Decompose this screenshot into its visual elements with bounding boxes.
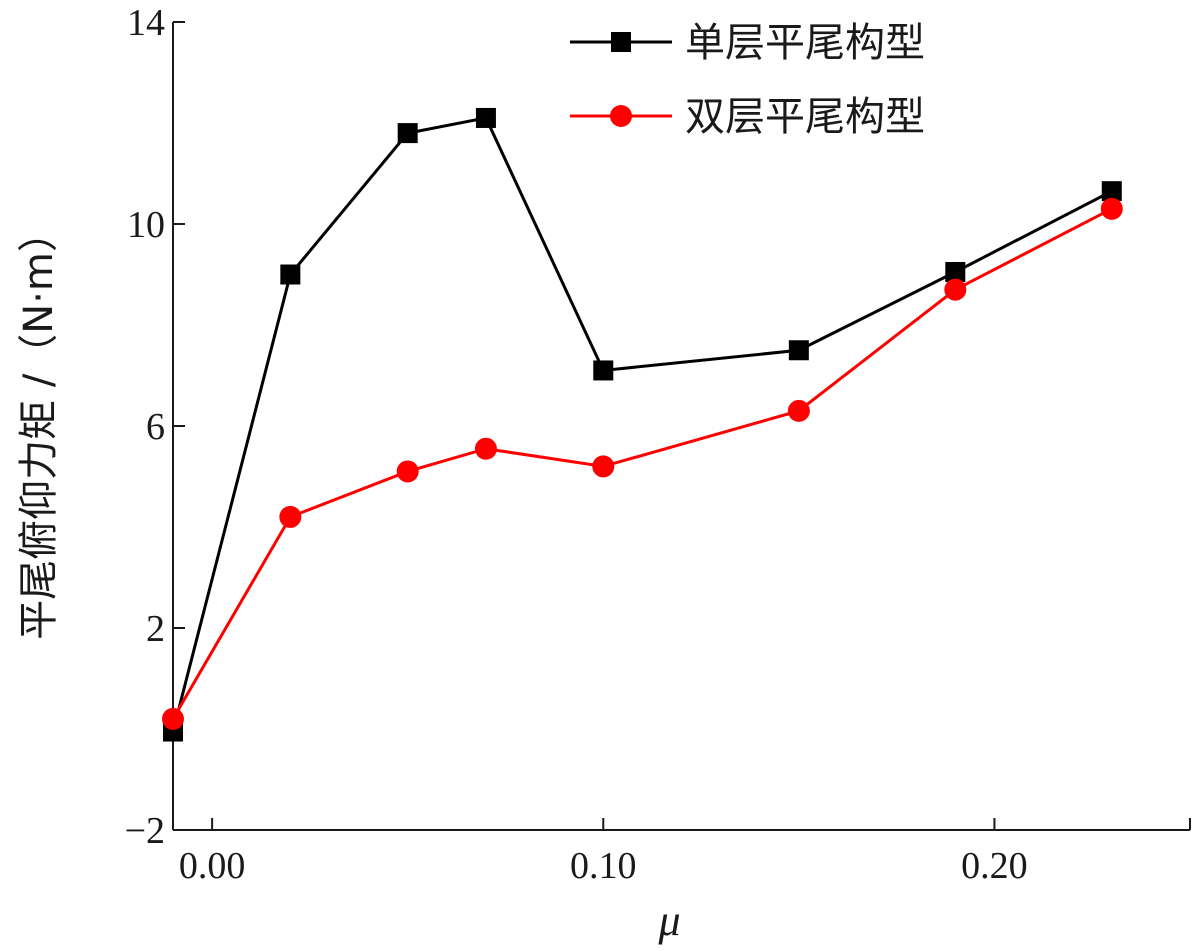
x-tick-label: 0.20 bbox=[961, 845, 1028, 887]
data-point bbox=[397, 123, 418, 144]
legend-item-1: 单层平尾构型 bbox=[570, 20, 925, 66]
legend-marker bbox=[611, 32, 631, 52]
data-point bbox=[475, 107, 496, 128]
data-point bbox=[944, 278, 967, 301]
data-point bbox=[1101, 181, 1122, 202]
series-line bbox=[171, 207, 1113, 720]
legend-item-2: 双层平尾构型 bbox=[570, 94, 925, 140]
data-point bbox=[474, 437, 497, 460]
data-point bbox=[1100, 197, 1123, 220]
axes bbox=[172, 22, 1190, 831]
data-point bbox=[945, 261, 966, 282]
data-point bbox=[396, 460, 419, 483]
y-tick-label: 6 bbox=[146, 406, 165, 448]
legend-marker bbox=[610, 105, 632, 127]
data-point bbox=[787, 399, 810, 422]
data-point bbox=[593, 360, 614, 381]
series-line bbox=[171, 116, 1113, 732]
y-tick-label: 2 bbox=[146, 608, 165, 650]
x-tick-label: 0.00 bbox=[179, 845, 246, 887]
data-point bbox=[280, 264, 301, 285]
data-point bbox=[162, 707, 184, 730]
tick-marks bbox=[173, 21, 1191, 831]
series-1 bbox=[163, 107, 1122, 742]
y-axis-label: 平尾俯仰力矩 /（N·m） bbox=[16, 212, 62, 640]
tick-labels: −2 2 6 10 14 0.00 0.10 0.20 bbox=[125, 2, 1028, 887]
series-layer bbox=[162, 107, 1123, 742]
y-tick-label: 14 bbox=[127, 2, 165, 44]
y-tick-label: 10 bbox=[127, 204, 165, 246]
data-point bbox=[592, 455, 615, 478]
series-2 bbox=[162, 197, 1123, 730]
x-axis-label: μ bbox=[657, 896, 680, 945]
legend-label: 单层平尾构型 bbox=[685, 20, 925, 66]
x-tick-label: 0.10 bbox=[570, 845, 637, 887]
y-tick-label: −2 bbox=[125, 810, 165, 852]
data-point bbox=[279, 505, 302, 528]
data-point bbox=[788, 340, 809, 361]
legend-label: 双层平尾构型 bbox=[685, 94, 925, 140]
